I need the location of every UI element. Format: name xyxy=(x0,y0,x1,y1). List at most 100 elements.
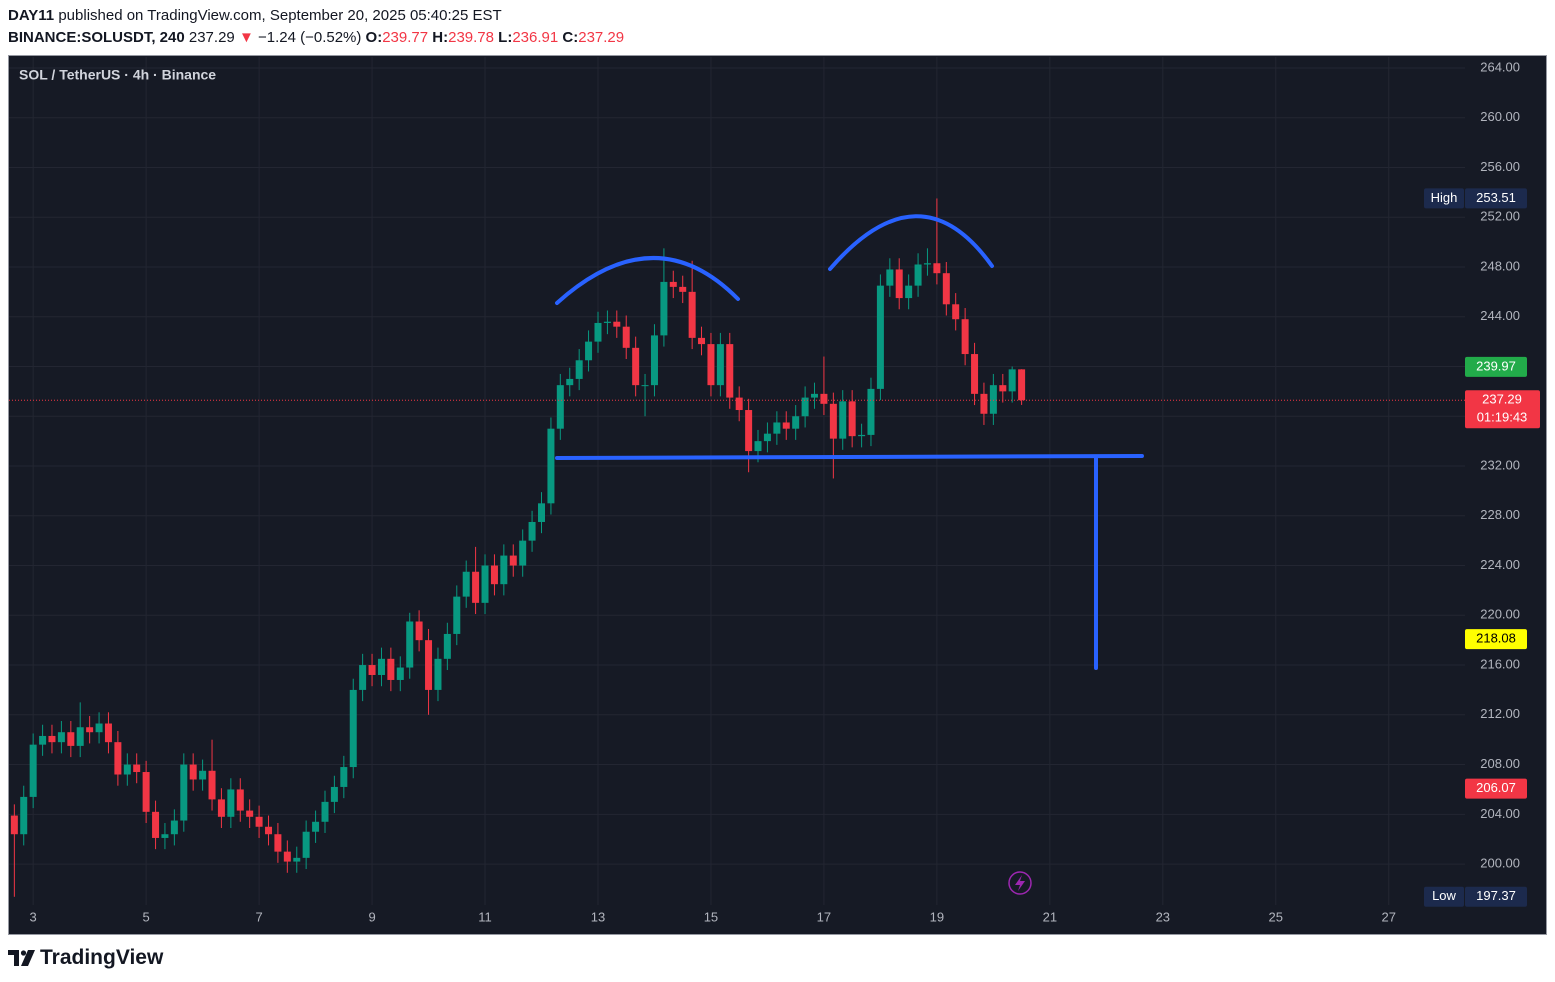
candle-body xyxy=(820,393,828,404)
candle-body xyxy=(547,428,555,504)
candle-body xyxy=(594,322,602,342)
published: published on TradingView.com, September … xyxy=(58,7,502,24)
candle-body xyxy=(519,540,527,566)
candle-body xyxy=(858,434,866,437)
candle-body xyxy=(876,285,884,389)
candle-body xyxy=(1008,369,1016,392)
x-tick-label: 3 xyxy=(30,909,37,924)
drawings xyxy=(555,214,1144,670)
y-tick-label: 204.00 xyxy=(1480,806,1520,821)
candle-body xyxy=(679,286,687,292)
alert-bolt xyxy=(1015,875,1025,891)
candle-body xyxy=(792,416,800,429)
candle-body xyxy=(133,764,141,773)
candle-body xyxy=(707,344,715,386)
candle-body xyxy=(509,555,517,566)
candle-body xyxy=(152,811,160,838)
y-tick-label: 216.00 xyxy=(1480,656,1520,671)
y-tick-label: 212.00 xyxy=(1480,706,1520,721)
candle-body xyxy=(650,335,658,386)
price-label-box xyxy=(1465,188,1527,209)
candle-body xyxy=(632,347,640,386)
candle-body xyxy=(773,422,781,434)
candle-body xyxy=(387,658,395,680)
candle-body xyxy=(801,397,809,417)
ohlc-value: 239.77 xyxy=(382,29,429,46)
x-tick-label: 13 xyxy=(591,909,605,924)
y-tick-label: 244.00 xyxy=(1480,308,1520,323)
candle-body xyxy=(782,422,790,429)
candle-body xyxy=(67,732,75,746)
candle-body xyxy=(39,735,47,745)
price-label-box xyxy=(1465,778,1527,799)
candle-body xyxy=(603,321,611,323)
candle-body xyxy=(208,770,216,800)
price-label-name: High xyxy=(1431,190,1458,205)
x-tick-label: 15 xyxy=(704,909,718,924)
candle-body xyxy=(114,742,122,775)
y-tick-label: 260.00 xyxy=(1480,109,1520,124)
candle-body xyxy=(415,621,423,641)
candle-body xyxy=(735,397,743,411)
brand-logo xyxy=(8,950,35,966)
candle-body xyxy=(349,689,357,768)
y-tick-label: 252.00 xyxy=(1480,209,1520,224)
candle-body xyxy=(490,565,498,585)
author: DAY11 xyxy=(8,7,55,24)
price-label: 237.29 xyxy=(1482,392,1522,407)
candle-body xyxy=(95,723,103,733)
candle-body xyxy=(613,321,621,327)
drawing-arc xyxy=(555,256,740,305)
candle-body xyxy=(359,665,367,690)
candle-body xyxy=(923,263,931,265)
candle-body xyxy=(500,555,508,585)
alert-circle xyxy=(1008,871,1032,895)
candle-body xyxy=(396,667,404,680)
price-label: 253.51 xyxy=(1476,190,1516,205)
candle-body xyxy=(669,281,677,287)
x-tick-label: 25 xyxy=(1269,909,1283,924)
candle-body xyxy=(406,621,414,668)
drawing-arc xyxy=(828,214,994,271)
price-label-box xyxy=(1465,356,1527,377)
x-tick-label: 9 xyxy=(368,909,375,924)
ohlc-label: H: xyxy=(432,29,449,46)
candle-body xyxy=(575,360,583,379)
candle-body xyxy=(622,326,630,348)
candle-body xyxy=(810,393,818,398)
candle-body xyxy=(942,273,950,305)
y-tick-label: 208.00 xyxy=(1480,756,1520,771)
candle-body xyxy=(20,796,28,835)
candle-body xyxy=(340,767,348,787)
candle-body xyxy=(86,727,94,733)
price-label: 239.97 xyxy=(1476,358,1516,373)
candle-body xyxy=(368,665,376,675)
candle-body xyxy=(839,401,847,439)
candle-body xyxy=(716,344,724,386)
candle-body xyxy=(170,820,178,835)
candle-body xyxy=(867,388,875,435)
candle-body xyxy=(999,385,1007,392)
candle-body xyxy=(472,571,480,603)
candle-body xyxy=(895,269,903,299)
last-price: 237.29 xyxy=(188,29,235,46)
y-tick-label: 224.00 xyxy=(1480,557,1520,572)
candle-body xyxy=(914,264,922,286)
candle-body xyxy=(566,378,574,386)
price-label-box xyxy=(1465,629,1527,650)
ohlc-value: 237.29 xyxy=(578,29,625,46)
alert-icon[interactable] xyxy=(1008,871,1032,895)
brand: TradingView xyxy=(40,946,164,969)
candle-body xyxy=(236,789,244,811)
x-tick-label: 27 xyxy=(1382,909,1396,924)
price-label-box xyxy=(1465,886,1527,907)
candle-body xyxy=(255,816,263,827)
ohlc-value: 236.91 xyxy=(512,29,559,46)
price-label-name: Low xyxy=(1432,888,1456,903)
candle-body xyxy=(425,640,433,690)
candle-body xyxy=(274,834,282,852)
candle-body xyxy=(142,772,150,812)
ohlc-label: C: xyxy=(562,29,579,46)
footer: TradingView xyxy=(8,946,163,970)
